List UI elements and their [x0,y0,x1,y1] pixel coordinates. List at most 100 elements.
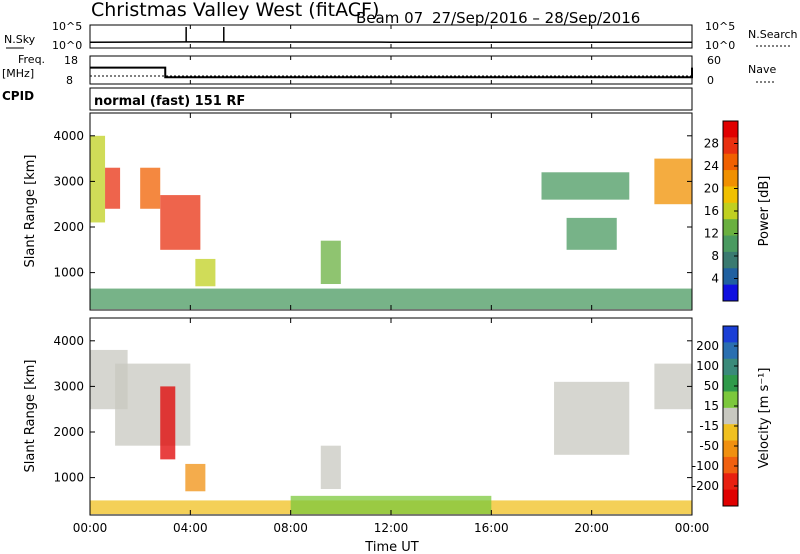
velocity-ylabel: Slant Range [km] [23,360,38,473]
vel-patch [554,381,630,455]
vel-colorbar-swatch [723,407,738,425]
y-tick-label: 1000 [53,471,84,485]
freq-label-2: [MHz] [2,67,34,80]
vel-colorbar-tick-label: -15 [699,419,719,433]
freq-series [90,66,693,79]
nave-tick-bottom: 0 [707,74,714,87]
power-patch [566,217,617,250]
vel-patch [320,445,341,490]
power-colorbar-swatch [723,121,738,138]
vel-colorbar-swatch [723,391,738,409]
noise-left-tick-top: 10^5 [52,20,82,33]
vel-colorbar-swatch [723,424,738,442]
power-patch [541,172,630,200]
noise-series [89,27,692,43]
power-heatmap [90,135,692,310]
y-tick-label: 3000 [53,379,84,393]
velocity-colorbar: 200 100 50 15 -15 -50 -100 -200 [692,325,739,507]
date-range: 27/Sep/2016 – 28/Sep/2016 [432,9,640,27]
x-tick-label: 12:00 [374,521,409,535]
vel-patch [115,363,191,446]
vel-colorbar-tick-label: 200 [696,339,719,353]
freq-tick-bottom: 8 [66,74,73,87]
beam-label: Beam 07 [356,9,423,27]
power-colorbar-swatch [723,251,738,269]
power-colorbar-tick-label: 4 [711,272,719,286]
y-tick-label: 4000 [53,129,84,143]
vel-colorbar-swatch [723,456,738,474]
y-tick-label: 3000 [53,174,84,188]
power-colorbar-swatch [723,235,738,253]
vel-patch [654,363,692,410]
nave-tick-top: 60 [707,54,721,67]
power-patch [140,167,161,209]
power-patch [105,167,121,209]
vel-colorbar-swatch [723,489,738,507]
power-colorbar-tick-label: 20 [704,182,719,196]
power-patch [654,158,692,205]
vel-colorbar-tick-label: 50 [704,379,719,393]
freq-tick-top: 18 [64,54,78,67]
station-title: Christmas Valley West (fitACF) [91,0,379,21]
noise-right-tick-top: 10^5 [705,20,735,33]
vel-colorbar-tick-label: 100 [696,359,719,373]
vel-colorbar-tick-label: -200 [692,479,719,493]
power-colorbar-swatch [723,284,738,302]
y-tick-label: 4000 [53,334,84,348]
x-axis-label: Time UT [364,540,418,554]
noise-left-label: N.Sky [4,33,36,46]
x-tick-label: 16:00 [474,521,509,535]
power-colorbar-tick-label: 16 [704,204,719,218]
vel-colorbar-swatch [723,473,738,491]
power-patch [195,258,216,287]
noise-right-tick-bottom: 10^0 [705,39,735,52]
vel-colorbar-swatch [723,326,738,343]
power-patch [90,135,106,223]
vel-patch [160,386,176,460]
velocity-y-ticks: 1000 2000 3000 4000 [53,334,692,485]
x-tick-label: 00:00 [73,521,108,535]
noise-right-label: N.Search [748,28,798,41]
power-colorbar-swatch [723,219,738,237]
y-tick-label: 2000 [53,425,84,439]
vel-colorbar-swatch [723,375,738,392]
x-tick-label: 20:00 [574,521,609,535]
power-colorbar-tick-label: 8 [711,249,719,263]
power-patch [320,240,341,285]
vel-colorbar-tick-label: -100 [692,459,719,473]
y-tick-label: 2000 [53,220,84,234]
power-colorbar-swatch [723,170,738,187]
power-colorbar-label: Power [dB] [757,176,772,247]
power-colorbar-tick-label: 12 [704,227,719,241]
power-colorbar-swatch [723,153,738,171]
vel-colorbar-tick-label: -50 [699,439,719,453]
y-tick-label: 1000 [53,266,84,280]
vel-colorbar-tick-label: 15 [704,399,719,413]
power-ylabel: Slant Range [km] [23,155,38,268]
power-colorbar-tick-label: 28 [704,137,719,151]
vel-colorbar-frame [722,325,739,507]
power-colorbar-tick-label: 24 [704,159,719,173]
cpid-text: normal (fast) 151 RF [94,94,245,109]
freq-label-1: Freq. [18,53,45,66]
power-colorbar: 4 8 12 16 20 24 28 [704,120,739,302]
velocity-heatmap [90,349,692,515]
power-colorbar-swatch [723,202,738,220]
power-patch [160,195,201,250]
vel-patch [290,495,492,515]
x-axis-ticks: 00:00 04:00 08:00 12:00 16:00 20:00 00:00 [73,25,710,535]
x-tick-label: 04:00 [173,521,208,535]
vel-colorbar-swatch [723,342,738,360]
power-y-ticks: 1000 2000 3000 4000 [53,129,692,280]
noise-left-tick-bottom: 10^0 [52,39,82,52]
freq-panel-frame [89,55,693,85]
power-patch [90,288,692,310]
nave-label: Nave [748,63,776,76]
power-colorbar-swatch [723,268,738,286]
power-colorbar-swatch [723,137,738,155]
cpid-panel-frame [89,87,693,111]
x-tick-label: 00:00 [675,521,710,535]
vel-colorbar-swatch [723,358,738,376]
x-tick-label: 08:00 [273,521,308,535]
